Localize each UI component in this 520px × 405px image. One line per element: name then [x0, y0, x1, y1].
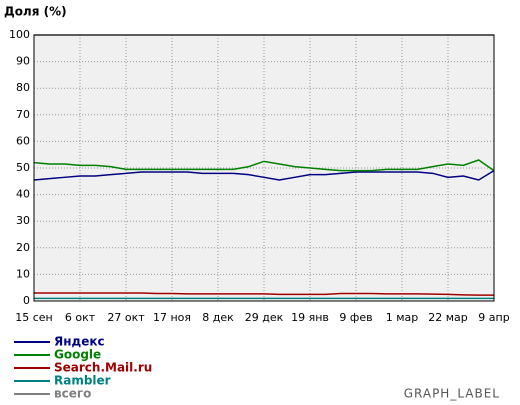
y-tick-label: 60: [16, 134, 30, 147]
x-tick-label: 19 янв: [291, 311, 329, 324]
y-tick-label: 100: [9, 28, 30, 41]
legend-label: Google: [54, 348, 101, 362]
x-tick-label: 1 мар: [386, 311, 419, 324]
footer-label: GRAPH_LABEL: [404, 387, 500, 401]
legend-label: Яндекс: [54, 335, 105, 349]
x-tick-label: 9 фев: [339, 311, 372, 324]
y-tick-label: 50: [16, 161, 30, 174]
plot-border: [33, 34, 495, 302]
legend-label: всего: [54, 387, 91, 401]
legend-label: Rambler: [54, 374, 111, 388]
x-tick-label: 15 сен: [15, 311, 53, 324]
x-tick-label: 22 мар: [428, 311, 468, 324]
y-tick-label: 10: [16, 267, 30, 280]
x-tick-label: 27 окт: [107, 311, 145, 324]
x-tick-label: 8 дек: [202, 311, 234, 324]
y-tick-label: 30: [16, 214, 30, 227]
legend-label: Search.Mail.ru: [54, 361, 152, 375]
x-tick-label: 17 ноя: [153, 311, 191, 324]
y-tick-label: 20: [16, 241, 30, 254]
y-tick-label: 0: [23, 294, 30, 307]
series-line: [33, 159, 495, 172]
y-tick-label: 90: [16, 55, 30, 68]
series-line: [33, 170, 495, 181]
x-tick-label: 6 окт: [65, 311, 96, 324]
series-line: [34, 292, 494, 296]
x-tick-label: 29 дек: [245, 311, 284, 324]
x-tick-label: 9 апр: [478, 311, 509, 324]
y-tick-label: 80: [16, 81, 30, 94]
y-tick-label: 70: [16, 108, 30, 121]
y-tick-label: 40: [16, 188, 30, 201]
chart-title: Доля (%): [4, 5, 67, 19]
